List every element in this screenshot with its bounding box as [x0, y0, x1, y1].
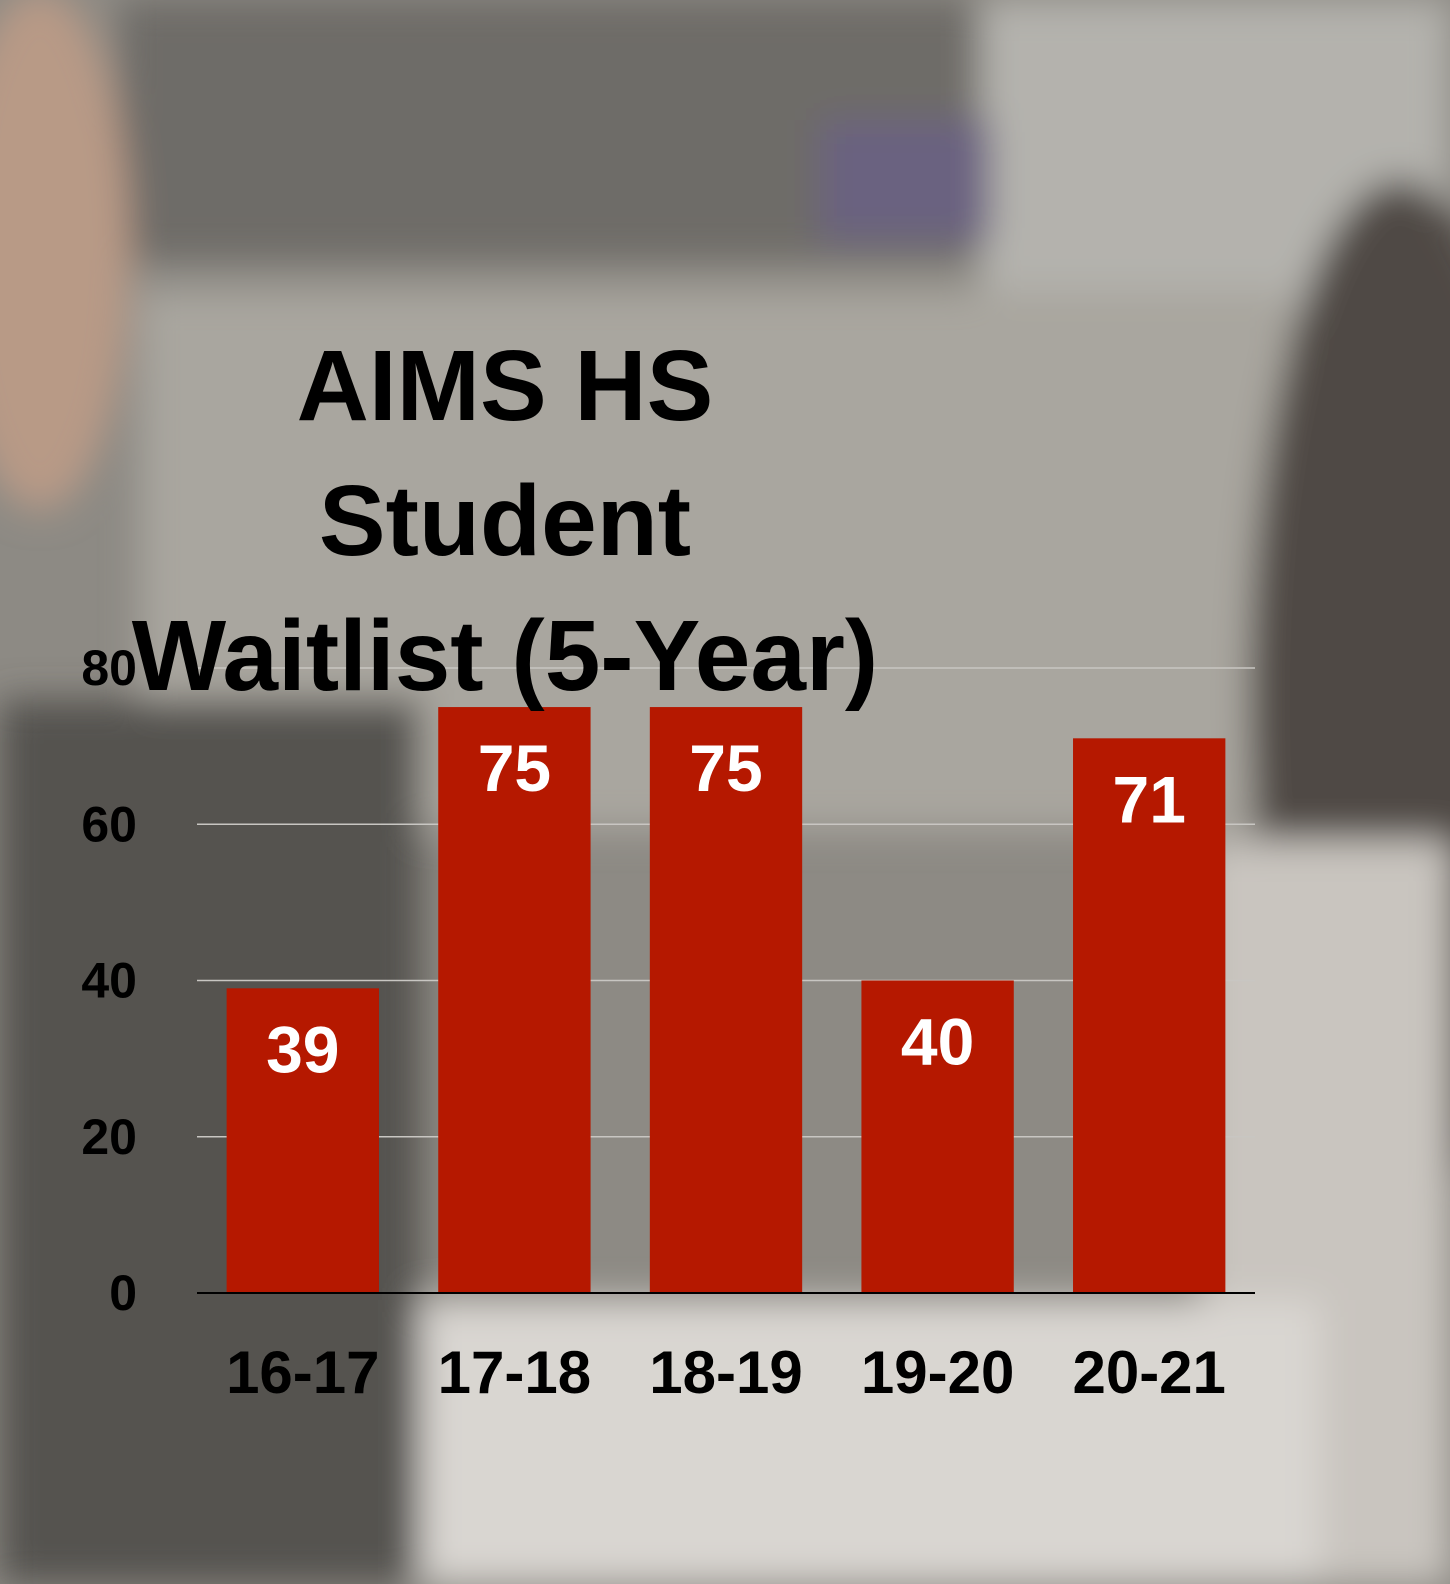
- chart: AIMS HS Student 0 20 40 60 80 39 16-17 75 17-18 7…: [0, 0, 1450, 1584]
- value-label: 75: [689, 731, 762, 805]
- y-tick-label: 0: [109, 1265, 137, 1321]
- page: AIMS HS Student 0 20 40 60 80 39 16-17 75 17-18 7…: [0, 0, 1450, 1584]
- value-label: 75: [478, 731, 551, 805]
- x-tick-label: 17-18: [438, 1339, 591, 1406]
- value-label: 71: [1112, 762, 1185, 836]
- x-tick-label: 19-20: [861, 1339, 1014, 1406]
- y-tick-label: 80: [81, 640, 137, 696]
- x-tick-label: 16-17: [226, 1339, 379, 1406]
- x-tick-label: 20-21: [1072, 1339, 1225, 1406]
- x-tick-label: 18-19: [649, 1339, 802, 1406]
- chart-title: Student: [319, 465, 691, 577]
- value-label: 39: [266, 1012, 339, 1086]
- chart-title: AIMS HS: [297, 330, 714, 442]
- y-tick-label: 20: [81, 1109, 137, 1165]
- y-tick-label: 60: [81, 796, 137, 852]
- value-label: 40: [901, 1005, 974, 1079]
- y-tick-label: 40: [81, 953, 137, 1009]
- chart-title: Waitlist (5-Year): [132, 600, 878, 712]
